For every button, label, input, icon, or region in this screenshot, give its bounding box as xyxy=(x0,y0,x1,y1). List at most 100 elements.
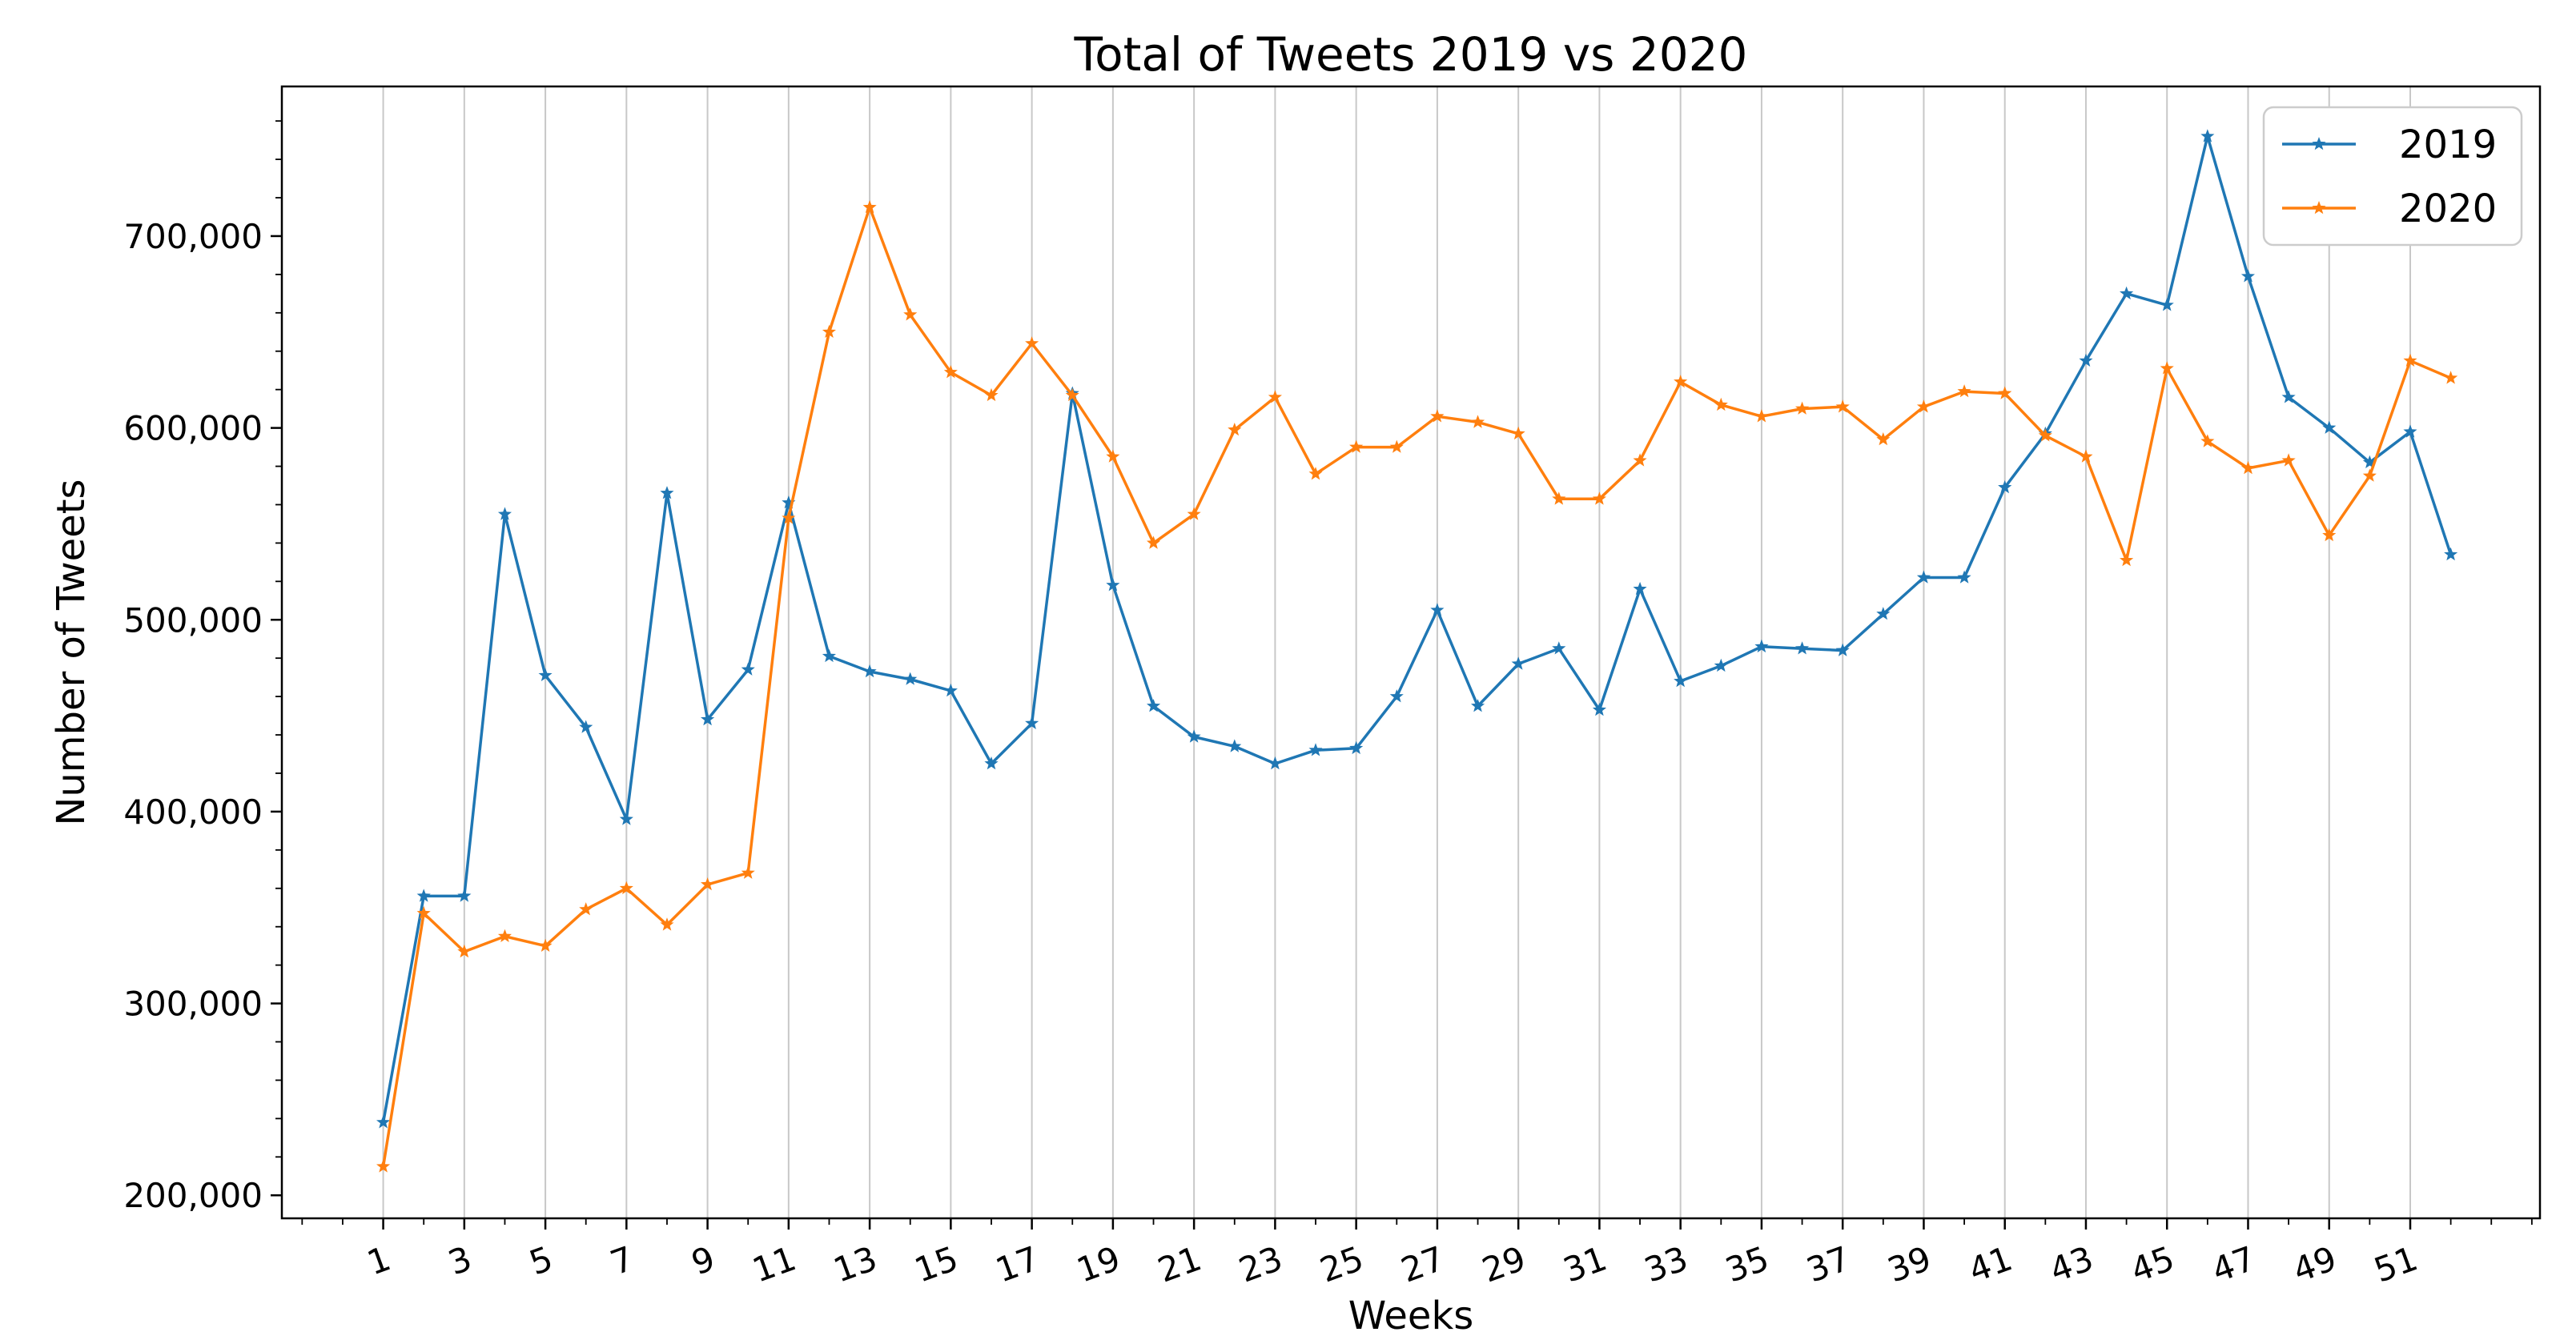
data-point xyxy=(416,905,431,920)
data-point xyxy=(2322,528,2337,542)
data-point xyxy=(984,756,999,770)
data-point xyxy=(660,917,674,931)
data-point xyxy=(2362,455,2377,468)
legend-item: 2020 xyxy=(2282,187,2497,231)
data-point xyxy=(2079,353,2093,367)
legend: 2019 2020 xyxy=(2262,106,2523,247)
data-point xyxy=(619,812,633,825)
data-point xyxy=(782,495,796,509)
y-tick-label: 700,000 xyxy=(123,217,263,256)
data-point xyxy=(2120,553,2134,567)
y-tick-label: 500,000 xyxy=(123,600,263,640)
data-point xyxy=(1065,387,1079,402)
data-point xyxy=(376,1115,391,1129)
data-point xyxy=(943,365,958,379)
x-tick-label: 49 xyxy=(2288,1238,2341,1290)
data-point xyxy=(2079,449,2093,463)
data-point xyxy=(822,324,836,338)
x-tick-label: 3 xyxy=(443,1238,476,1282)
legend-box xyxy=(2262,106,2523,247)
data-point xyxy=(2240,460,2255,475)
data-point xyxy=(1876,607,1891,620)
data-point xyxy=(457,944,472,958)
data-point xyxy=(1389,689,1404,703)
x-tick-label: 15 xyxy=(910,1238,963,1290)
data-point xyxy=(2281,390,2296,403)
x-tick-label: 27 xyxy=(1396,1238,1449,1290)
data-point xyxy=(1916,570,1931,584)
data-point xyxy=(2160,361,2174,375)
data-point xyxy=(862,664,877,678)
x-tick-label: 41 xyxy=(1963,1238,2017,1290)
data-point xyxy=(1754,409,1769,423)
data-point xyxy=(2362,468,2377,482)
x-axis-label: Weeks xyxy=(1348,1294,1474,1338)
data-point xyxy=(1674,673,1688,688)
data-point xyxy=(1308,467,1323,480)
data-point xyxy=(1674,375,1688,388)
data-point xyxy=(1633,581,1647,596)
legend-item: 2019 xyxy=(2282,122,2497,167)
plot-frame xyxy=(280,85,2542,1220)
data-point xyxy=(579,720,593,733)
data-point xyxy=(1228,739,1242,752)
series-line xyxy=(381,206,2452,1167)
x-tick-label: 13 xyxy=(829,1238,882,1290)
legend-marker xyxy=(2312,137,2326,150)
x-axis: 1 3 5 7 9 11 13 15 17 19 21 23 25 27 29 31 33 35 37 39 41 43 4… xyxy=(301,1218,2533,1290)
data-point xyxy=(2200,129,2215,142)
x-tick-label: 29 xyxy=(1477,1238,1531,1290)
series-2020 xyxy=(376,200,2458,1173)
data-point xyxy=(1511,656,1525,670)
x-tick-label: 17 xyxy=(991,1238,1044,1290)
data-point xyxy=(741,865,755,879)
data-point xyxy=(1187,729,1201,743)
data-point xyxy=(701,877,715,891)
y-tick-label: 600,000 xyxy=(123,409,263,448)
x-tick-label: 33 xyxy=(1639,1238,1693,1290)
data-point xyxy=(1106,449,1120,463)
data-point xyxy=(497,507,512,520)
data-point xyxy=(1552,641,1566,655)
data-point xyxy=(2322,420,2337,434)
x-tick-label: 35 xyxy=(1720,1238,1774,1290)
data-point xyxy=(1349,439,1364,453)
data-point xyxy=(1268,390,1282,403)
data-point xyxy=(2444,547,2458,561)
data-point xyxy=(1998,479,2012,494)
data-point xyxy=(1025,336,1039,350)
y-tick-label: 400,000 xyxy=(123,792,263,832)
chart-title: Total of Tweets 2019 vs 2020 xyxy=(1074,27,1748,82)
x-tick-label: 25 xyxy=(1315,1238,1368,1290)
data-point xyxy=(1349,740,1364,755)
data-point xyxy=(660,486,674,499)
data-point xyxy=(1592,702,1606,716)
x-tick-label: 39 xyxy=(1883,1238,1936,1290)
data-point xyxy=(943,683,958,697)
x-tick-label: 9 xyxy=(686,1238,720,1282)
series-layer xyxy=(376,129,2458,1173)
data-point xyxy=(1471,415,1485,428)
data-point xyxy=(1916,399,1931,413)
data-point xyxy=(1187,507,1201,520)
data-point xyxy=(1552,491,1566,505)
data-point xyxy=(1835,399,1850,413)
data-point xyxy=(984,387,999,402)
data-point xyxy=(1795,401,1810,415)
data-point xyxy=(1025,716,1039,729)
data-point xyxy=(1389,439,1404,453)
data-point xyxy=(1835,643,1850,656)
x-tick-label: 31 xyxy=(1558,1238,1612,1290)
series-line xyxy=(381,134,2453,1123)
grid-lines xyxy=(382,86,2411,1218)
data-point xyxy=(2120,286,2134,300)
data-point xyxy=(862,200,877,214)
legend-label: 2020 xyxy=(2399,187,2497,231)
data-point xyxy=(1754,639,1769,653)
legend-marker xyxy=(2312,201,2326,215)
data-point xyxy=(1714,397,1728,411)
data-point xyxy=(903,307,918,321)
x-tick-label: 51 xyxy=(2369,1238,2422,1290)
data-point xyxy=(2200,434,2215,447)
x-tick-label: 7 xyxy=(605,1238,639,1282)
